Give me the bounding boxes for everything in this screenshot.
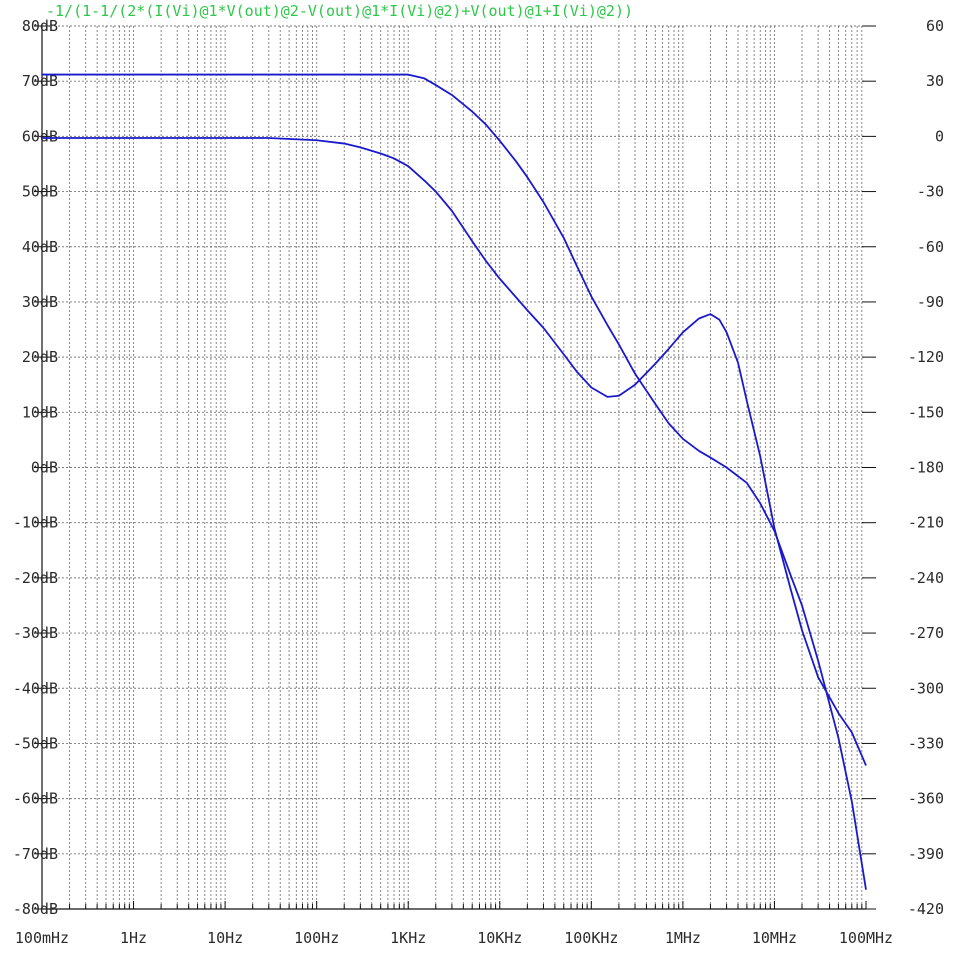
right-tick-label: -270 [908, 624, 944, 642]
left-y-axis-ticks: 80dB 70dB 60dB 50dB 40dB 30dB 20dB 10dB 0dB -10dB… [13, 17, 58, 918]
left-tick-label: 50dB [22, 183, 58, 201]
x-tick-label: 1MHz [665, 929, 701, 947]
right-tick-label: -330 [908, 734, 944, 752]
right-tick-label: -60 [917, 238, 944, 256]
grid-layer [41, 25, 866, 910]
left-tick-label: 60dB [22, 127, 58, 145]
series-1-trace [42, 73, 867, 890]
x-tick-label: 100mHz [15, 929, 69, 947]
right-y-axis-ticks: 60 30 0 -30 -60 -90 -120 -150 -180 -210 -240 -270 -3… [862, 17, 944, 918]
left-tick-label: 40dB [22, 238, 58, 256]
right-tick-label: -210 [908, 514, 944, 532]
chart-title: -1/(1-1/(2*(I(Vi)@1*V(out)@2-V(out)@1*I(… [46, 2, 633, 20]
right-tick-label: -300 [908, 679, 944, 697]
left-tick-label: 30dB [22, 293, 58, 311]
right-tick-label: 0 [935, 127, 944, 145]
left-tick-label: 20dB [22, 348, 58, 366]
x-tick-label: 10Hz [207, 929, 243, 947]
series-2-trace [42, 137, 867, 766]
left-tick-label: 0dB [31, 459, 58, 477]
right-tick-label: 30 [926, 72, 944, 90]
left-tick-label: 70dB [22, 72, 58, 90]
x-tick-label: 10MHz [752, 929, 797, 947]
right-tick-label: -120 [908, 348, 944, 366]
right-tick-label: 60 [926, 17, 944, 35]
left-tick-label: -30dB [13, 624, 58, 642]
left-tick-label: -80dB [13, 900, 58, 918]
left-tick-label: -60dB [13, 790, 58, 808]
right-tick-label: -390 [908, 845, 944, 863]
right-tick-label: -420 [908, 900, 944, 918]
left-tick-label: 80dB [22, 17, 58, 35]
right-tick-label: -90 [917, 293, 944, 311]
x-tick-label: 100MHz [839, 929, 893, 947]
x-axis-ticks: 100mHz 1Hz 10Hz 100Hz 1KHz 10KHz 100KHz 1MHz 10M… [15, 901, 893, 947]
x-tick-label: 100Hz [294, 929, 339, 947]
right-tick-label: -150 [908, 403, 944, 421]
trace-layer [42, 73, 867, 890]
left-tick-label: -50dB [13, 734, 58, 752]
right-tick-label: -240 [908, 569, 944, 587]
x-tick-label: 1KHz [390, 929, 426, 947]
x-tick-label: 100KHz [564, 929, 618, 947]
left-tick-label: -10dB [13, 514, 58, 532]
right-tick-label: -30 [917, 183, 944, 201]
x-tick-label: 10KHz [477, 929, 522, 947]
left-tick-label: -40dB [13, 679, 58, 697]
right-tick-label: -180 [908, 459, 944, 477]
left-tick-label: -70dB [13, 845, 58, 863]
left-tick-label: 10dB [22, 403, 58, 421]
x-tick-label: 1Hz [120, 929, 147, 947]
left-tick-label: -20dB [13, 569, 58, 587]
right-tick-label: -360 [908, 790, 944, 808]
